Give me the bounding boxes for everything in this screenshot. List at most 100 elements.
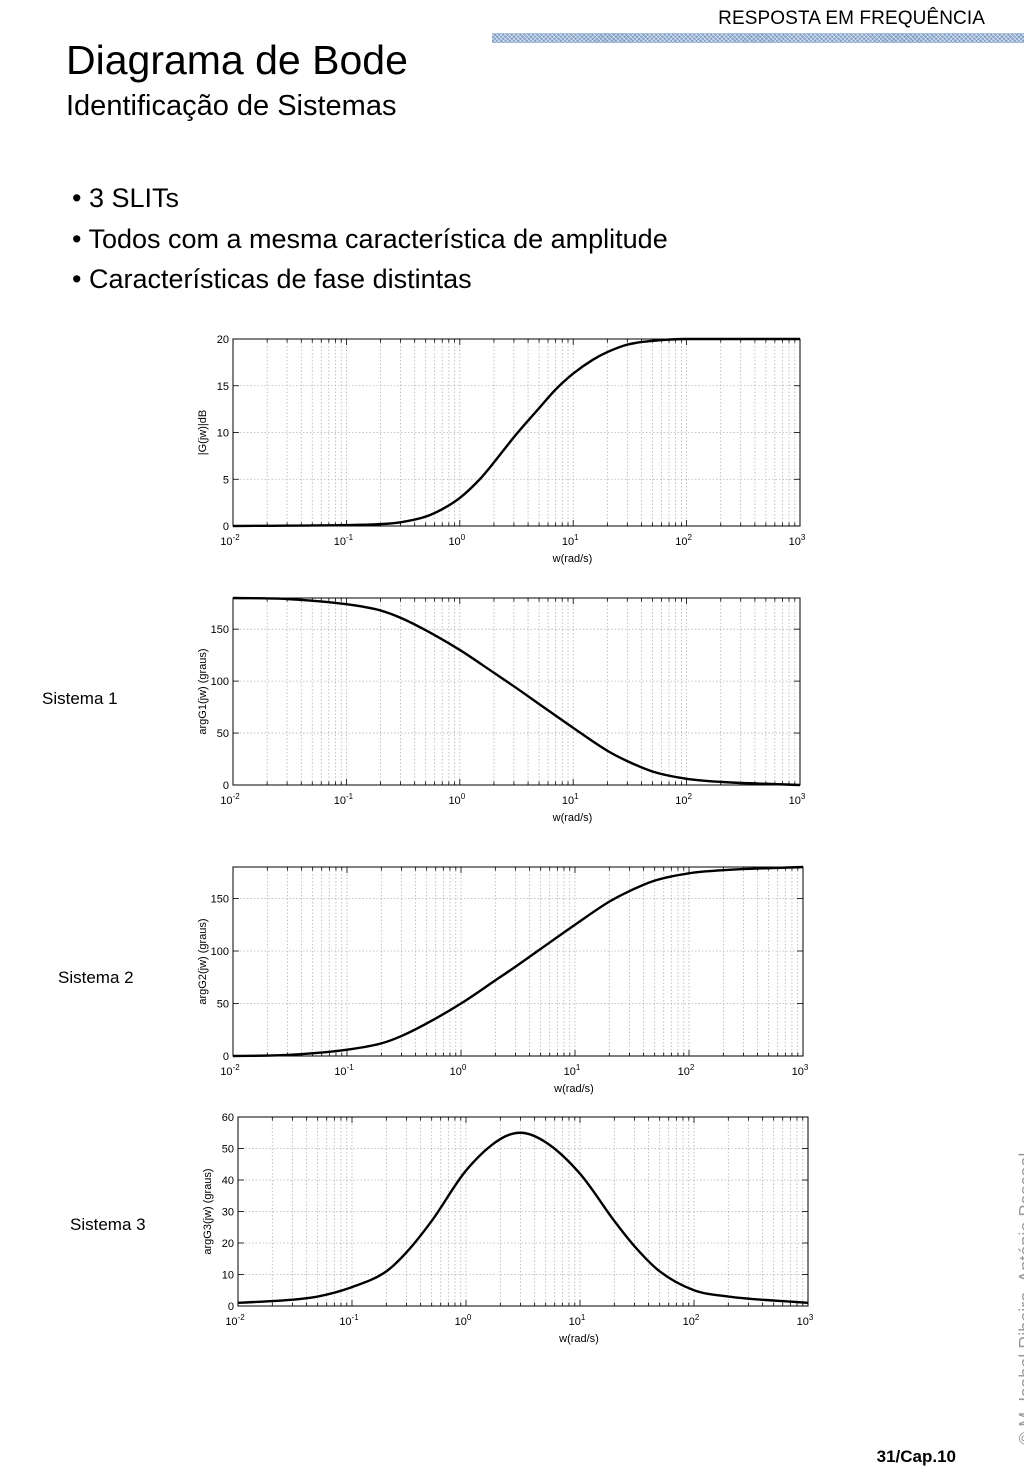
copyright-notice: © M. Isabel Ribeiro, António Pascoal xyxy=(1016,1152,1024,1445)
chart-4-x-tick-label: 102 xyxy=(683,1313,700,1328)
chart-3-y-tick-label: 100 xyxy=(211,946,229,958)
chart-1-x-tick-exponent: -1 xyxy=(346,533,354,542)
chart-1-x-tick-exponent: 3 xyxy=(801,533,806,542)
chart-1-x-axis-label: w(rad/s) xyxy=(552,553,593,565)
chart-2-x-tick-label: 103 xyxy=(789,792,806,807)
chart-1-y-tick-label: 5 xyxy=(223,474,229,486)
chart-4-y-tick-label: 40 xyxy=(222,1175,234,1187)
chart-4-x-tick-exponent: 0 xyxy=(467,1313,472,1322)
bullet-item: • Todos com a mesma característica de am… xyxy=(72,223,668,254)
bullet-item: • Características de fase distintas xyxy=(72,264,472,294)
chart-1-y-tick-label: 10 xyxy=(217,428,229,440)
system-3-label: Sistema 3 xyxy=(70,1215,146,1234)
chart-3-y-axis-label: argG2(jw) (graus) xyxy=(197,918,209,1004)
chart-2-x-tick-exponent: -2 xyxy=(233,792,241,801)
system-2-label: Sistema 2 xyxy=(58,968,134,987)
chart-1-x-tick-label: 101 xyxy=(562,533,579,548)
chart-3-x-tick-exponent: 2 xyxy=(690,1063,695,1072)
chart-2-x-tick-label: 102 xyxy=(675,792,692,807)
chart-2-x-tick-label: 101 xyxy=(562,792,579,807)
chart-1-y-tick-label: 20 xyxy=(217,334,229,346)
chart-1-y-axis-label: |G(jw)|dB xyxy=(197,410,209,455)
chart-2-x-tick-exponent: 3 xyxy=(801,792,806,801)
chart-1-x-tick-label: 100 xyxy=(448,533,465,548)
chart-4-x-tick-label: 10-1 xyxy=(339,1313,359,1328)
chart-4-y-tick-label: 30 xyxy=(222,1207,234,1219)
chart-4-y-axis-label: argG3(jw) (graus) xyxy=(202,1168,214,1254)
chart-3-x-tick-label: 102 xyxy=(678,1063,695,1078)
chart-4-x-tick-exponent: -2 xyxy=(238,1313,246,1322)
chart-4-x-tick-exponent: -1 xyxy=(352,1313,360,1322)
chart-2-x-tick-label: 10-2 xyxy=(220,792,240,807)
chart-2-y-tick-label: 150 xyxy=(211,624,229,636)
chart-4-x-tick-exponent: 1 xyxy=(581,1313,586,1322)
chart-1-x-tick-label: 10-2 xyxy=(220,533,240,548)
chart-4-x-tick-label: 103 xyxy=(797,1313,814,1328)
page-subtitle: Identificação de Sistemas xyxy=(66,90,397,122)
chart-1-x-tick-label: 102 xyxy=(675,533,692,548)
chart-1-x-tick-exponent: -2 xyxy=(233,533,241,542)
chart-3-y-tick-label: 150 xyxy=(211,894,229,906)
chart-2-series-line xyxy=(232,596,801,787)
chart-3-x-axis-label: w(rad/s) xyxy=(553,1083,594,1095)
bode-chart-3: 0 50 100 150 10-2 10-1 100 101 102 103 w(rad/s) arg… xyxy=(197,865,809,1095)
chart-4-y-tick-label: 10 xyxy=(222,1270,234,1282)
chart-2-x-tick-exponent: 1 xyxy=(574,792,579,801)
chart-4-y-tick-label: 50 xyxy=(222,1144,234,1156)
page-number: 31/Cap.10 xyxy=(876,1447,956,1466)
chart-4-x-tick-label: 10-2 xyxy=(225,1313,245,1328)
chart-4-x-axis-label: w(rad/s) xyxy=(558,1333,599,1345)
chart-3-x-tick-exponent: -1 xyxy=(347,1063,355,1072)
chart-2-frame xyxy=(232,597,801,786)
chart-2-x-tick-label: 10-1 xyxy=(334,792,354,807)
chart-2-x-tick-exponent: 2 xyxy=(687,792,692,801)
system-1-label: Sistema 1 xyxy=(42,689,118,708)
chart-3-x-tick-label: 100 xyxy=(450,1063,467,1078)
chart-4-x-tick-exponent: 2 xyxy=(695,1313,700,1322)
chart-1-x-tick-exponent: 2 xyxy=(687,533,692,542)
chart-3-x-tick-label: 10-2 xyxy=(220,1063,240,1078)
chart-2-y-tick-label: 100 xyxy=(211,676,229,688)
chart-1-x-tick-exponent: 0 xyxy=(461,533,466,542)
section-header: RESPOSTA EM FREQUÊNCIA xyxy=(718,8,985,29)
chart-3-series-line xyxy=(232,865,804,1058)
chart-2-x-tick-exponent: 0 xyxy=(461,792,466,801)
chart-4-series-line xyxy=(237,1131,809,1305)
chart-3-y-tick-label: 0 xyxy=(223,1051,229,1063)
bullet-list: • 3 SLITs • Todos com a mesma caracterís… xyxy=(72,178,668,300)
chart-2-y-tick-label: 50 xyxy=(217,728,229,740)
chart-2-y-axis-label: argG1(jw) (graus) xyxy=(197,648,209,734)
chart-1-y-tick-label: 0 xyxy=(223,521,229,533)
chart-3-frame xyxy=(232,866,804,1057)
chart-1-x-tick-label: 10-1 xyxy=(334,533,354,548)
chart-1-frame xyxy=(232,338,801,527)
chart-4-x-tick-exponent: 3 xyxy=(809,1313,814,1322)
chart-2-x-axis-label: w(rad/s) xyxy=(552,812,593,824)
chart-1-series-line xyxy=(232,337,800,528)
chart-4-y-tick-label: 60 xyxy=(222,1112,234,1124)
chart-3-x-tick-label: 101 xyxy=(564,1063,581,1078)
chart-1-y-tick-label: 15 xyxy=(217,381,229,393)
chart-1-x-tick-exponent: 1 xyxy=(574,533,579,542)
chart-2-x-tick-exponent: -1 xyxy=(346,792,354,801)
chart-3-x-tick-exponent: 1 xyxy=(576,1063,581,1072)
chart-2-x-tick-label: 100 xyxy=(448,792,465,807)
header-bar xyxy=(492,33,1024,43)
chart-4-y-tick-label: 0 xyxy=(228,1301,234,1313)
chart-3-x-tick-label: 10-1 xyxy=(334,1063,354,1078)
chart-1-x-tick-label: 103 xyxy=(789,533,806,548)
chart-4-frame xyxy=(237,1116,809,1307)
page-title: Diagrama de Bode xyxy=(66,37,408,83)
chart-2-y-tick-label: 0 xyxy=(223,780,229,792)
chart-3-y-tick-label: 50 xyxy=(217,999,229,1011)
chart-4-x-tick-label: 100 xyxy=(455,1313,472,1328)
chart-4-y-tick-label: 20 xyxy=(222,1238,234,1250)
chart-3-x-tick-exponent: -2 xyxy=(233,1063,241,1072)
chart-3-x-tick-label: 103 xyxy=(792,1063,809,1078)
bullet-item: • 3 SLITs xyxy=(72,183,179,213)
chart-3-x-tick-exponent: 3 xyxy=(804,1063,809,1072)
